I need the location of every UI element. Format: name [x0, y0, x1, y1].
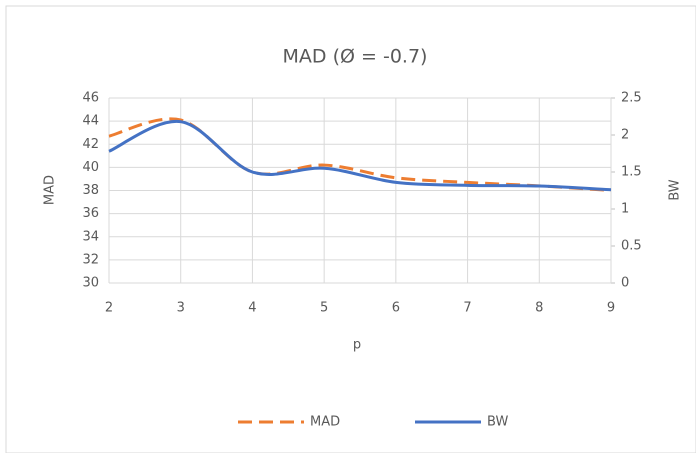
y-tick-label: 34 — [82, 229, 99, 244]
y2-axis-title: BW — [668, 179, 683, 200]
x-tick-label: 4 — [248, 301, 256, 316]
x-tick-label: 7 — [463, 301, 471, 316]
x-tick-label: 6 — [392, 301, 400, 316]
chart-frame — [5, 5, 696, 453]
chart-title: MAD (Ø = -0.7) — [283, 46, 428, 68]
x-tick-label: 9 — [607, 301, 615, 316]
y-tick-label: 36 — [82, 206, 99, 221]
y-tick-label: 30 — [82, 276, 99, 291]
y-tick-label: 46 — [82, 91, 99, 106]
x-tick-label: 2 — [105, 301, 113, 316]
x-tick-label: 8 — [535, 301, 543, 316]
y-tick-label: 38 — [82, 183, 99, 198]
y2-tick-label: 1.5 — [621, 165, 642, 180]
legend-label: MAD — [310, 415, 340, 430]
y-axis-title: MAD — [43, 175, 58, 205]
y2-tick-label: 1 — [621, 202, 629, 217]
legend-label: BW — [487, 415, 508, 430]
data-line — [108, 120, 612, 192]
y2-tick-label: 0.5 — [621, 239, 642, 254]
y-tick-label: 32 — [82, 252, 99, 267]
y-tick-label: 44 — [82, 114, 99, 129]
x-tick-label: 5 — [320, 301, 328, 316]
y2-tick-label: 0 — [621, 276, 629, 291]
x-axis-title: p — [353, 338, 361, 353]
y2-tick-label: 2 — [621, 128, 629, 143]
y-tick-label: 40 — [82, 160, 99, 175]
y2-tick-label: 2.5 — [621, 91, 642, 106]
y-tick-label: 42 — [82, 137, 99, 152]
x-tick-label: 3 — [177, 301, 185, 316]
